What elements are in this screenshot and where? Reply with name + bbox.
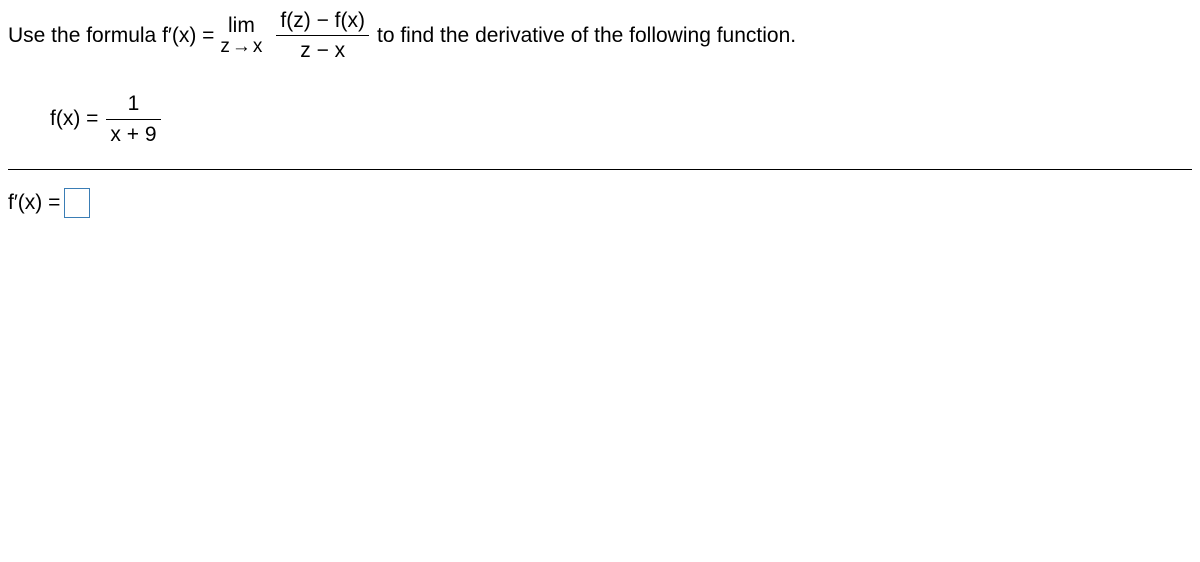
limit-expression: lim z→x [220,14,262,58]
diffq-numerator: f(z) − f(x) [276,8,369,35]
answer-row: f′(x) = [8,188,1192,218]
instruction-intro: Use the formula f′(x) = [8,24,214,48]
limit-subscript: z→x [220,37,262,58]
function-denominator: x + 9 [106,120,160,147]
function-lhs: f(x) = [50,107,98,131]
function-numerator: 1 [124,91,144,118]
diffq-denominator: z − x [296,36,349,63]
function-definition: f(x) = 1 x + 9 [50,91,1192,146]
difference-quotient: f(z) − f(x) z − x [276,8,369,63]
function-fraction: 1 x + 9 [106,91,160,146]
limit-word: lim [228,14,255,37]
arrow-icon: → [230,36,253,57]
answer-input[interactable] [64,188,90,218]
instruction-outro: to find the derivative of the following … [377,24,796,48]
instruction-line: Use the formula f′(x) = lim z→x f(z) − f… [8,8,1192,63]
limit-sub-right: x [253,36,263,57]
answer-lhs: f′(x) = [8,191,60,215]
section-divider [8,169,1192,170]
limit-sub-left: z [220,36,230,57]
